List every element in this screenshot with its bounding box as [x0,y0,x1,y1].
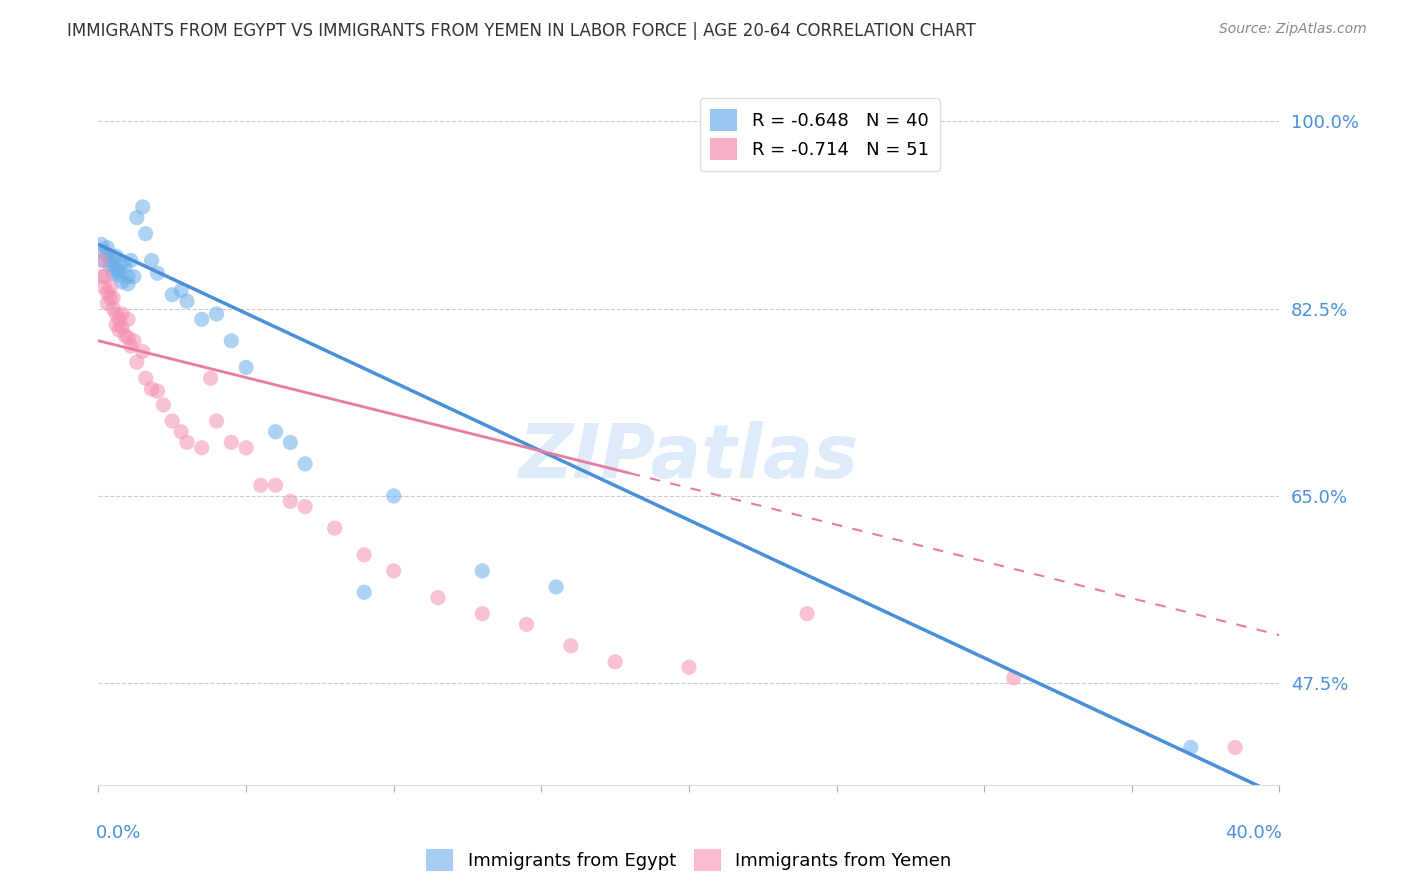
Point [122,269,145,284]
Point [135,227,157,241]
Point [205,414,228,428]
Point [605,655,627,669]
Point [1002,671,1025,685]
Point [105,307,128,321]
Point [103,252,125,266]
Point [120,339,142,353]
Point [146,266,169,280]
Point [103,301,125,316]
Point [323,521,346,535]
Point [103,266,125,280]
Point [678,660,700,674]
Point [93,253,115,268]
Point [141,382,163,396]
Point [382,564,405,578]
Text: ZIPatlas: ZIPatlas [519,421,859,494]
Text: 40.0%: 40.0% [1226,824,1282,842]
Point [93,269,115,284]
Point [146,384,169,398]
Point [162,287,183,301]
Point [111,319,134,334]
Point [93,280,115,294]
Point [219,435,242,450]
Point [111,275,134,289]
Point [96,248,118,262]
Point [117,269,139,284]
Point [382,489,405,503]
Point [108,323,131,337]
Point [114,259,136,273]
Point [546,580,568,594]
Point [132,200,155,214]
Text: IMMIGRANTS FROM EGYPT VS IMMIGRANTS FROM YEMEN IN LABOR FORCE | AGE 20-64 CORREL: IMMIGRANTS FROM EGYPT VS IMMIGRANTS FROM… [67,22,976,40]
Point [278,435,302,450]
Point [353,548,375,562]
Point [90,237,112,252]
Point [560,639,582,653]
Point [105,262,128,277]
Point [235,360,257,375]
Point [170,425,193,439]
Point [108,268,131,283]
Point [108,264,131,278]
Point [125,211,148,225]
Point [117,330,139,344]
Point [111,307,134,321]
Point [96,296,118,310]
Point [96,241,118,255]
Point [135,371,157,385]
Point [108,312,131,326]
Point [105,249,128,263]
Point [125,355,148,369]
Legend: R = -0.648   N = 40, R = -0.714   N = 51: R = -0.648 N = 40, R = -0.714 N = 51 [700,98,939,171]
Point [105,318,128,332]
Point [264,478,287,492]
Point [98,280,121,294]
Point [117,277,139,291]
Point [264,425,287,439]
Point [471,607,494,621]
Point [191,312,214,326]
Point [796,607,818,621]
Point [111,255,134,269]
Point [278,494,302,508]
Point [120,253,142,268]
Point [471,564,494,578]
Point [235,441,257,455]
Point [152,398,174,412]
Point [114,328,136,343]
Point [93,244,115,259]
Text: Source: ZipAtlas.com: Source: ZipAtlas.com [1219,22,1367,37]
Point [294,500,316,514]
Point [219,334,242,348]
Point [117,312,139,326]
Point [170,284,193,298]
Point [90,253,112,268]
Text: 0.0%: 0.0% [96,824,141,842]
Point [122,334,145,348]
Point [427,591,450,605]
Point [515,617,537,632]
Point [103,291,125,305]
Point [98,253,121,268]
Point [176,435,198,450]
Point [205,307,228,321]
Point [1180,740,1202,755]
Point [162,414,183,428]
Point [132,344,155,359]
Point [96,285,118,300]
Point [1223,740,1246,755]
Legend: Immigrants from Egypt, Immigrants from Yemen: Immigrants from Egypt, Immigrants from Y… [419,842,959,879]
Point [294,457,316,471]
Point [353,585,375,599]
Point [98,259,121,273]
Point [176,294,198,309]
Point [200,371,222,385]
Point [98,291,121,305]
Point [250,478,273,492]
Point [141,253,163,268]
Point [191,441,214,455]
Point [90,269,112,284]
